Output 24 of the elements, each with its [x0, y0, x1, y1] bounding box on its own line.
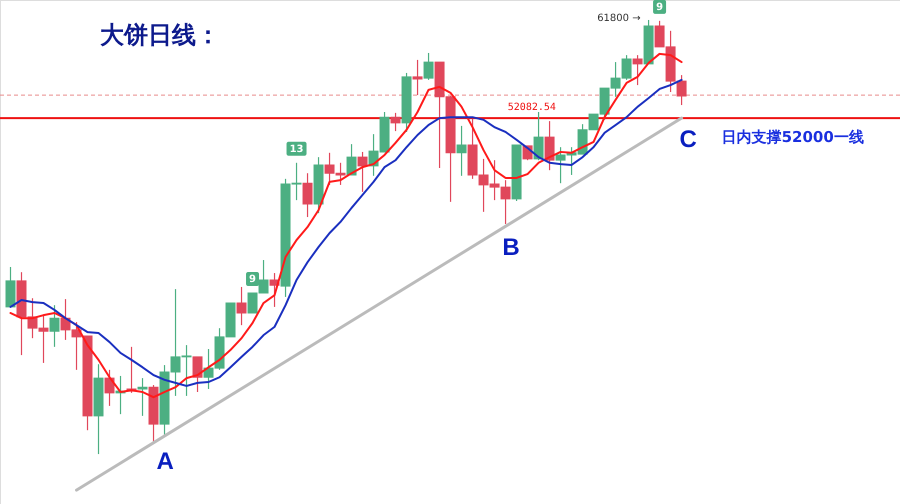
- candlestick: [50, 304, 60, 348]
- annotation: 9: [249, 274, 256, 286]
- candlestick: [138, 378, 148, 416]
- annotation: 61800 →: [597, 12, 641, 24]
- candlestick: [346, 144, 357, 176]
- candlestick: [236, 286, 247, 326]
- annotation: C: [680, 126, 697, 153]
- candlestick: [412, 59, 423, 96]
- text: 日内支撑52000一线: [722, 128, 864, 146]
- annotation: 9: [656, 2, 664, 13]
- chart-title: 大饼日线：: [100, 21, 220, 49]
- candlestick: [358, 151, 368, 192]
- candlestick: [456, 125, 467, 176]
- candlestick: [632, 54, 643, 86]
- candlestick: [544, 120, 555, 171]
- candlestick: [104, 369, 115, 406]
- annotation: B: [502, 234, 520, 261]
- annotation: 13: [290, 144, 304, 155]
- candlestick: [390, 112, 401, 132]
- annotation: A: [156, 448, 174, 475]
- candlestick: [424, 52, 434, 80]
- annotation: 52082.54: [508, 102, 556, 113]
- candlestick: [534, 111, 544, 161]
- candlestick: [302, 172, 313, 218]
